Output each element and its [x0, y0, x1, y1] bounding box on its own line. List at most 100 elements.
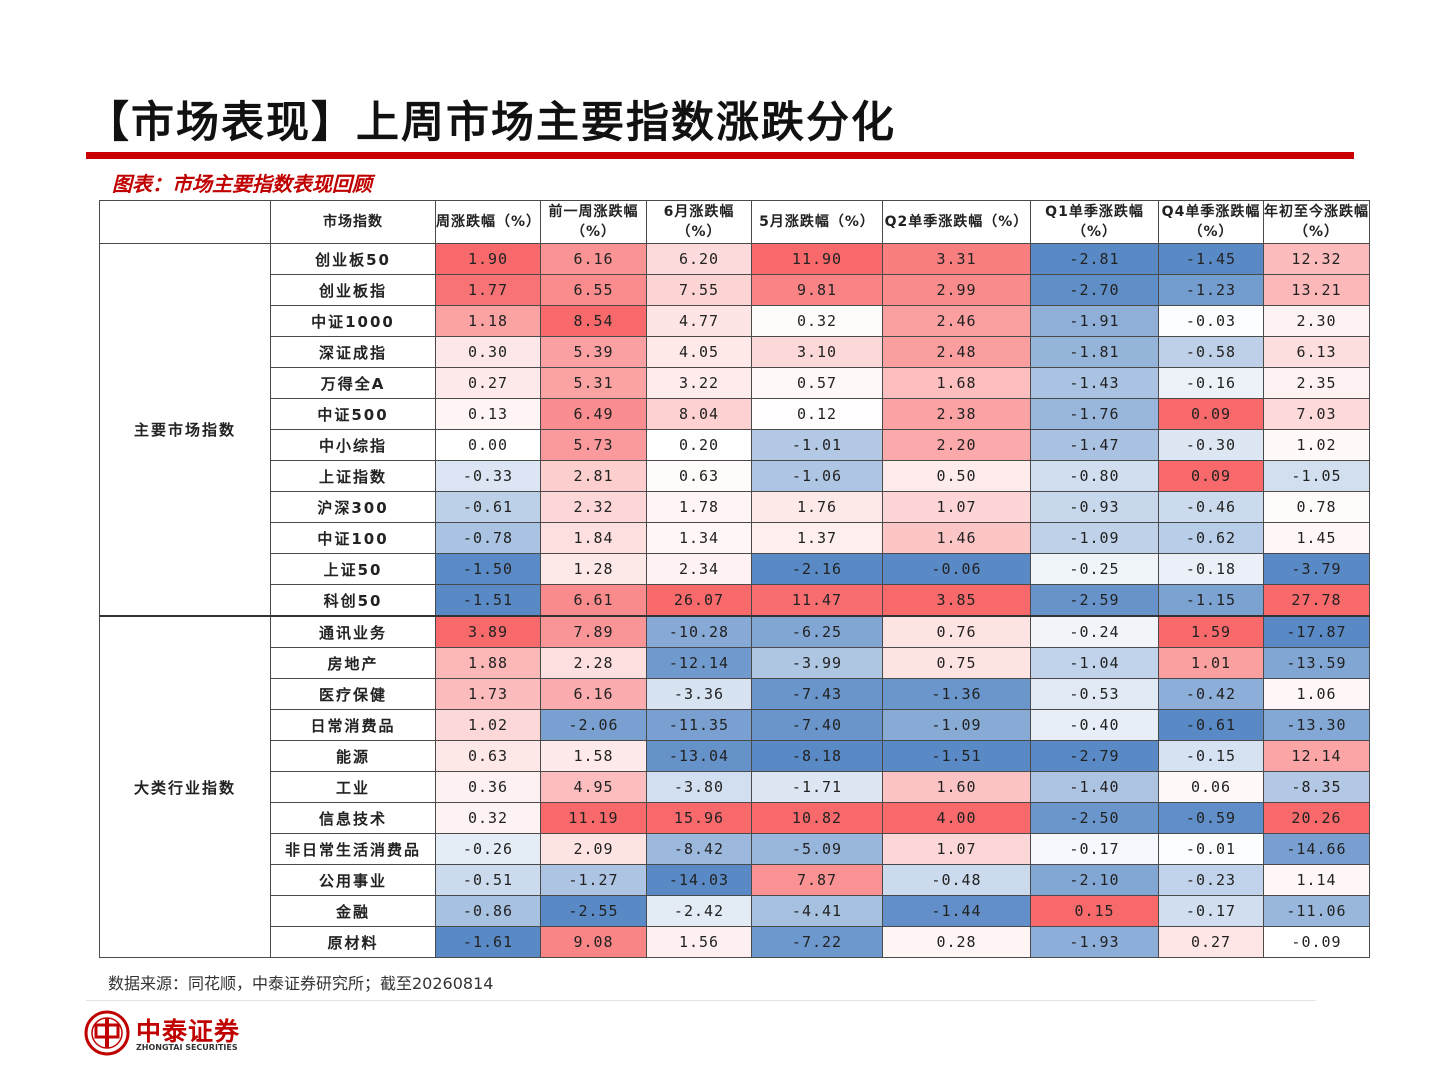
value-cell: -0.86: [435, 895, 541, 927]
value-cell: -0.15: [1158, 740, 1264, 772]
value-cell: 0.32: [435, 802, 541, 834]
value-cell: 0.63: [435, 740, 541, 772]
table-row: 沪深300 -0.61 2.32 1.78 1.76 1.07 -0.93 -0.46 0.78: [100, 491, 1370, 523]
value-cell: -0.58: [1158, 336, 1264, 368]
value-cell: -0.46: [1158, 491, 1264, 523]
value-cell: 0.36: [435, 771, 541, 803]
index-name: 创业板50: [270, 243, 436, 275]
table-header-row: 市场指数 周涨跌幅（%） 前一周涨跌幅（%） 6月涨跌幅（%） 5月涨跌幅（%）…: [99, 200, 1370, 244]
value-cell: 3.10: [751, 336, 883, 368]
value-cell: -3.36: [646, 678, 752, 710]
value-cell: 1.07: [882, 491, 1031, 523]
index-name: 原材料: [270, 926, 436, 958]
index-name: 工业: [270, 771, 436, 803]
group-label: 大类行业指数: [99, 615, 271, 958]
index-name: 金融: [270, 895, 436, 927]
table-row: 非日常生活消费品 -0.26 2.09 -8.42 -5.09 1.07 -0.17 -0.0…: [100, 833, 1370, 865]
value-cell: -5.09: [751, 833, 883, 865]
value-cell: 0.12: [751, 398, 883, 430]
value-cell: -2.55: [540, 895, 647, 927]
value-cell: 1.28: [540, 553, 647, 585]
value-cell: 4.77: [646, 305, 752, 337]
value-cell: 1.58: [540, 740, 647, 772]
value-cell: -0.62: [1158, 522, 1264, 554]
value-cell: 7.03: [1263, 398, 1370, 430]
value-cell: -0.01: [1158, 833, 1264, 865]
value-cell: 7.55: [646, 274, 752, 306]
index-name: 房地产: [270, 647, 436, 679]
value-cell: -7.43: [751, 678, 883, 710]
value-cell: 6.61: [540, 584, 647, 617]
value-cell: 2.35: [1263, 367, 1370, 399]
value-cell: -1.71: [751, 771, 883, 803]
value-cell: -0.78: [435, 522, 541, 554]
value-cell: -2.10: [1030, 864, 1159, 896]
value-cell: -1.09: [882, 709, 1031, 741]
value-cell: 0.57: [751, 367, 883, 399]
value-cell: -0.24: [1030, 615, 1159, 648]
value-cell: 0.15: [1030, 895, 1159, 927]
value-cell: 7.89: [540, 615, 647, 648]
value-cell: -11.06: [1263, 895, 1370, 927]
value-cell: -2.70: [1030, 274, 1159, 306]
value-cell: 0.28: [882, 926, 1031, 958]
index-name: 上证指数: [270, 460, 436, 492]
value-cell: -0.25: [1030, 553, 1159, 585]
value-cell: 6.16: [540, 678, 647, 710]
value-cell: 2.81: [540, 460, 647, 492]
header-cell: Q1单季涨跌幅（%）: [1030, 200, 1159, 244]
table-row: 中证500 0.13 6.49 8.04 0.12 2.38 -1.76 0.09 7.03: [100, 398, 1370, 430]
table-row: 科创50 -1.51 6.61 26.07 11.47 3.85 -2.59 -1.15 27.…: [100, 584, 1370, 617]
company-logo: 中泰证券 ZHONGTAI SECURITIES: [84, 1010, 274, 1058]
value-cell: 1.02: [1263, 429, 1370, 461]
value-cell: 27.78: [1263, 584, 1370, 617]
value-cell: -3.99: [751, 647, 883, 679]
value-cell: 0.06: [1158, 771, 1264, 803]
value-cell: -1.44: [882, 895, 1031, 927]
value-cell: 0.50: [882, 460, 1031, 492]
market-index-table: 市场指数 周涨跌幅（%） 前一周涨跌幅（%） 6月涨跌幅（%） 5月涨跌幅（%）…: [99, 200, 1370, 958]
value-cell: 0.09: [1158, 460, 1264, 492]
value-cell: -3.80: [646, 771, 752, 803]
value-cell: 0.09: [1158, 398, 1264, 430]
value-cell: -2.59: [1030, 584, 1159, 617]
value-cell: -0.51: [435, 864, 541, 896]
table-row: 主要市场指数 创业板50 1.90 6.16 6.20 11.90 3.31 -2.81 -1.…: [99, 243, 1370, 617]
table-caption: 图表：市场主要指数表现回顾: [112, 172, 372, 196]
value-cell: 9.08: [540, 926, 647, 958]
value-cell: 12.32: [1263, 243, 1370, 275]
header-cell: 6月涨跌幅（%）: [646, 200, 752, 244]
value-cell: -0.48: [882, 864, 1031, 896]
table-row: 医疗保健 1.73 6.16 -3.36 -7.43 -1.36 -0.53 -0.42 1.0…: [100, 678, 1370, 710]
value-cell: -0.18: [1158, 553, 1264, 585]
value-cell: 3.85: [882, 584, 1031, 617]
value-cell: 3.31: [882, 243, 1031, 275]
header-cell: Q2单季涨跌幅（%）: [882, 200, 1031, 244]
value-cell: 0.27: [1158, 926, 1264, 958]
value-cell: 0.78: [1263, 491, 1370, 523]
value-cell: 6.20: [646, 243, 752, 275]
value-cell: -2.79: [1030, 740, 1159, 772]
index-name: 非日常生活消费品: [270, 833, 436, 865]
table-row: 原材料 -1.61 9.08 1.56 -7.22 0.28 -1.93 0.27 -0.09: [100, 926, 1370, 958]
value-cell: -1.27: [540, 864, 647, 896]
table-row: 上证指数 -0.33 2.81 0.63 -1.06 0.50 -0.80 0.09 -1.05: [100, 460, 1370, 492]
index-name: 创业板指: [270, 274, 436, 306]
value-cell: 1.78: [646, 491, 752, 523]
value-cell: 6.16: [540, 243, 647, 275]
value-cell: -1.43: [1030, 367, 1159, 399]
value-cell: -13.30: [1263, 709, 1370, 741]
value-cell: -8.42: [646, 833, 752, 865]
value-cell: 1.84: [540, 522, 647, 554]
value-cell: 1.18: [435, 305, 541, 337]
value-cell: 8.04: [646, 398, 752, 430]
value-cell: -7.40: [751, 709, 883, 741]
value-cell: -0.80: [1030, 460, 1159, 492]
index-name: 科创50: [270, 584, 436, 617]
value-cell: -1.51: [882, 740, 1031, 772]
value-cell: 6.13: [1263, 336, 1370, 368]
value-cell: -1.06: [751, 460, 883, 492]
value-cell: -4.41: [751, 895, 883, 927]
page-title: 【市场表现】上周市场主要指数涨跌分化: [86, 98, 896, 148]
value-cell: -0.61: [1158, 709, 1264, 741]
